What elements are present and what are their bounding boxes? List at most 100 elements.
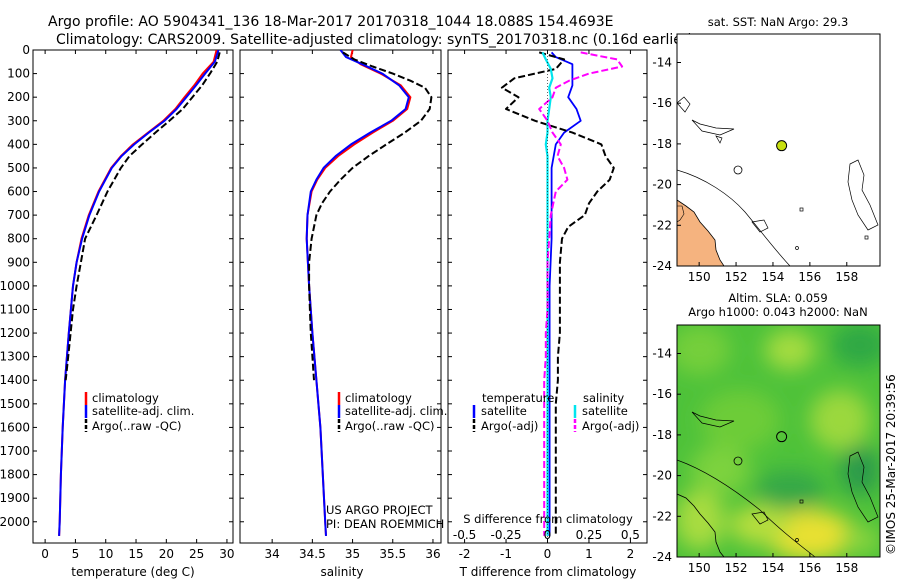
salinity-panel: 34 34.5 35 35.5 36 salinity climatology sate…	[239, 49, 447, 579]
x-tick-label: -2	[459, 547, 471, 561]
depth-tick-label: 300	[7, 114, 30, 128]
lat-tick-label: -18	[652, 428, 672, 442]
x-tick-label: 2	[627, 547, 635, 561]
sla-blob	[755, 470, 825, 510]
series-line-t-satellite	[548, 51, 582, 536]
lon-tick-label: 150	[688, 270, 711, 284]
reef-outline	[751, 219, 769, 233]
sla-blob	[730, 505, 790, 545]
temperature-x-axis: 0 5 10 15 20 25 30	[41, 50, 235, 561]
x-tick-label: 30	[219, 547, 234, 561]
depth-tick-label: 0	[22, 43, 30, 57]
lat-tick-label: -24	[652, 550, 672, 564]
temperature-legend: climatology satellite-adj. clim. Argo(..…	[84, 391, 194, 433]
reef-outline	[751, 511, 769, 525]
legend-temperature-title: temperature	[482, 391, 554, 405]
sla-blob	[690, 445, 750, 495]
temperature-lines	[58, 50, 221, 536]
s-tick-label: 0.5	[621, 528, 640, 542]
depth-tick-label: 400	[7, 137, 30, 151]
lat-tick-label: -18	[652, 137, 672, 151]
s-difference-xlabel: S difference from climatology	[463, 512, 633, 526]
x-tick-label: 15	[128, 547, 143, 561]
series-line-argo-raw-qc-	[308, 51, 433, 381]
x-tick-label: 25	[189, 547, 204, 561]
reef-outline	[795, 246, 799, 250]
series-line-s-argo-adj-	[538, 51, 624, 536]
reef-outline	[691, 411, 735, 428]
depth-tick-label: 1100	[0, 302, 30, 316]
x-tick-label: 1	[585, 547, 593, 561]
series-line-argo-raw-qc-	[64, 52, 221, 381]
series-line-satellite-adj-clim-	[305, 50, 410, 536]
header-line2: Climatology: CARS2009. Satellite-adjuste…	[56, 32, 693, 48]
land-mass	[677, 199, 725, 266]
x-tick-label: 5	[72, 547, 80, 561]
temperature-plot-frame	[32, 49, 234, 544]
reef-outline	[847, 451, 879, 523]
depth-tick-label: 200	[7, 90, 30, 104]
x-tick-label: 34	[265, 547, 280, 561]
sla-blob	[840, 445, 880, 495]
lon-tick-label: 156	[798, 561, 821, 575]
legend-s-satellite-label: satellite	[582, 404, 628, 418]
sla-map-frame	[676, 324, 881, 558]
sst-map-lat-axis: -14 -16 -18 -20 -22 -24	[652, 55, 681, 273]
series-line-satellite-adj-clim-	[58, 50, 220, 536]
legend-climatology-label: climatology	[345, 391, 412, 405]
salinity-lines	[305, 50, 433, 536]
depth-tick-label: 700	[7, 208, 30, 222]
depth-tick-label: 1700	[0, 444, 30, 458]
difference-panel: -2 -1 0 1 2 S difference from climatology -0…	[447, 49, 648, 579]
depth-tick-label: 500	[7, 161, 30, 175]
lon-tick-label: 158	[835, 561, 858, 575]
sla-blob	[840, 525, 880, 555]
x-tick-label: 20	[159, 547, 174, 561]
lon-tick-label: 152	[725, 561, 748, 575]
lat-tick-label: -20	[652, 178, 672, 192]
s-tick-label: 0	[544, 528, 552, 542]
lat-tick-label: -24	[652, 259, 672, 273]
depth-tick-label: 1200	[0, 326, 30, 340]
reef-outline	[733, 456, 743, 466]
x-tick-label: 35	[345, 547, 360, 561]
lat-tick-label: -14	[652, 346, 672, 360]
lon-tick-label: 154	[762, 561, 785, 575]
difference-x-axis: -2 -1 0 1 2	[459, 50, 635, 561]
reef-outline	[864, 235, 869, 240]
lon-tick-label: 156	[798, 270, 821, 284]
project-line1: US ARGO PROJECT	[326, 503, 434, 517]
salinity-xlabel: salinity	[320, 565, 363, 579]
legend-t-satellite-label: satellite	[481, 404, 527, 418]
sst-map-coast	[677, 96, 879, 266]
sst-map: sat. SST: NaN Argo: 29.3 150 152 154 156 158…	[652, 15, 881, 284]
legend-argo-label: Argo(..raw -QC)	[92, 419, 182, 433]
s-tick-label: -0.25	[491, 528, 522, 542]
argo-position-marker	[776, 431, 788, 443]
isobath-line	[677, 459, 816, 557]
imos-timestamp: ©IMOS 25-Mar-2017 20:39:56	[884, 374, 898, 555]
depth-tick-label: 1500	[0, 397, 30, 411]
lat-tick-label: -16	[652, 387, 672, 401]
sst-map-lon-axis: 150 152 154 156 158	[688, 262, 858, 284]
reef-outline	[799, 207, 804, 212]
salinity-depth-ticks	[240, 49, 441, 523]
lat-tick-label: -22	[652, 218, 672, 232]
reef-outline	[677, 205, 685, 223]
reef-outline	[733, 165, 743, 175]
legend-argo-label: Argo(..raw -QC)	[345, 419, 435, 433]
difference-legend: temperature salinity satellite Argo(-adj…	[472, 391, 639, 433]
s-tick-label: -0.5	[453, 528, 476, 542]
lon-tick-label: 150	[688, 561, 711, 575]
sla-blob	[765, 330, 815, 370]
legend-s-argo-label: Argo(-adj)	[582, 419, 639, 433]
sst-map-title: sat. SST: NaN Argo: 29.3	[708, 15, 849, 29]
salinity-legend: climatology satellite-adj. clim. Argo(..…	[337, 391, 447, 433]
s-difference-tick-labels: -0.5 -0.25 0 0.25 0.5	[453, 528, 640, 542]
depth-axis: 0 100 200 300 400 500 600 700 800 900 1000 1100 1200…	[0, 43, 233, 529]
sla-map-title: Altim. SLA: 0.059	[728, 291, 827, 305]
lat-tick-label: -22	[652, 509, 672, 523]
lon-tick-label: 158	[835, 270, 858, 284]
reef-outline	[799, 499, 804, 504]
reef-outline	[847, 159, 879, 231]
